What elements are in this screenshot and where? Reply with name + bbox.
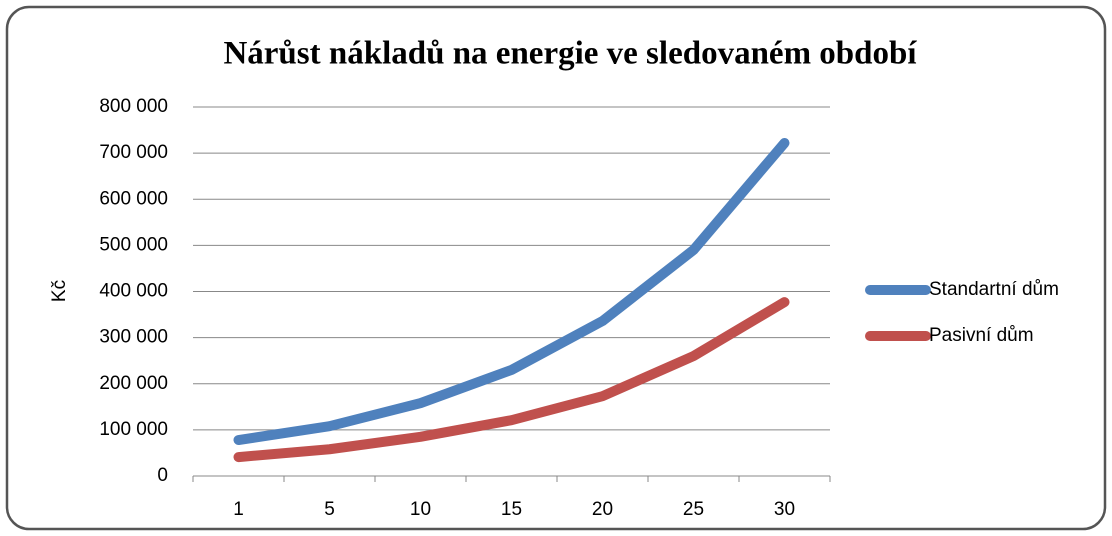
y-axis-label: Kč (49, 280, 70, 302)
y-tick-label: 700 000 (99, 142, 168, 163)
x-tick-label: 15 (501, 499, 522, 520)
legend-label: Pasivní dům (929, 325, 1034, 346)
series-line (233, 137, 790, 446)
x-tick-label: 20 (592, 499, 613, 520)
x-tick-label: 10 (410, 499, 431, 520)
legend-label: Standartní dům (929, 279, 1059, 300)
y-tick-label: 300 000 (99, 327, 168, 348)
series-line (233, 297, 790, 463)
x-tick-label: 5 (324, 499, 335, 520)
chart-title: Nárůst nákladů na energie ve sledovaném … (223, 36, 917, 72)
y-tick-label: 200 000 (99, 373, 168, 394)
chart-frame (5, 5, 1107, 531)
y-tick-label: 0 (157, 465, 168, 486)
y-tick-label: 500 000 (99, 234, 168, 255)
y-tick-label: 800 000 (99, 96, 168, 117)
x-tick-label: 25 (683, 499, 704, 520)
x-tick-label: 1 (233, 499, 244, 520)
y-tick-label: 100 000 (99, 419, 168, 440)
x-tick-label: 30 (774, 499, 795, 520)
y-tick-label: 400 000 (99, 281, 168, 302)
y-tick-label: 600 000 (99, 188, 168, 209)
